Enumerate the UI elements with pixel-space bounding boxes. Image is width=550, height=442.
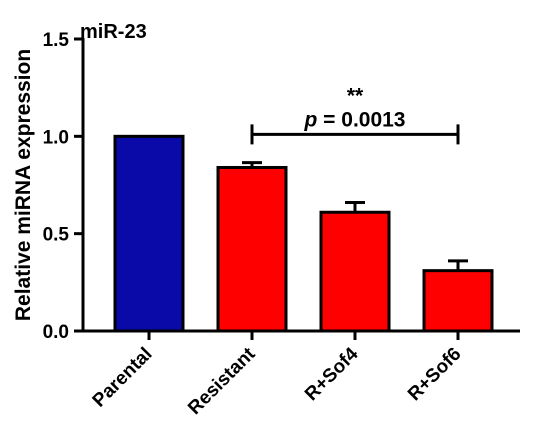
significance-stars: ** xyxy=(347,84,364,107)
x-tick-label: Resistant xyxy=(184,343,260,419)
bar-r-sof6 xyxy=(422,269,494,333)
bar-r-sof4 xyxy=(319,210,391,333)
significance-annotation: ** p = 0.0013 xyxy=(304,84,406,131)
y-tick-label: 1.0 xyxy=(43,127,69,148)
p-symbol: p xyxy=(304,108,318,131)
y-tick-label: 1.5 xyxy=(43,30,70,51)
y-axis-title: Relative miRNA expression xyxy=(12,49,35,321)
bar-parental xyxy=(113,134,185,333)
x-tick-label: Parental xyxy=(89,344,157,412)
chart-title: miR-23 xyxy=(80,21,147,43)
y-tick-label: 0.0 xyxy=(43,322,69,343)
x-tick-label: R+Sof6 xyxy=(404,344,466,406)
plot-area: 0.0 0.5 1.0 1.5 Parental Resistant R+Sof4 R+Sof… xyxy=(43,30,520,419)
y-tick-label: 0.5 xyxy=(43,225,70,246)
x-tick-label: R+Sof4 xyxy=(301,343,363,405)
p-value-label: p = 0.0013 xyxy=(304,108,406,131)
p-value: = 0.0013 xyxy=(317,108,405,131)
bar-resistant xyxy=(216,165,288,333)
